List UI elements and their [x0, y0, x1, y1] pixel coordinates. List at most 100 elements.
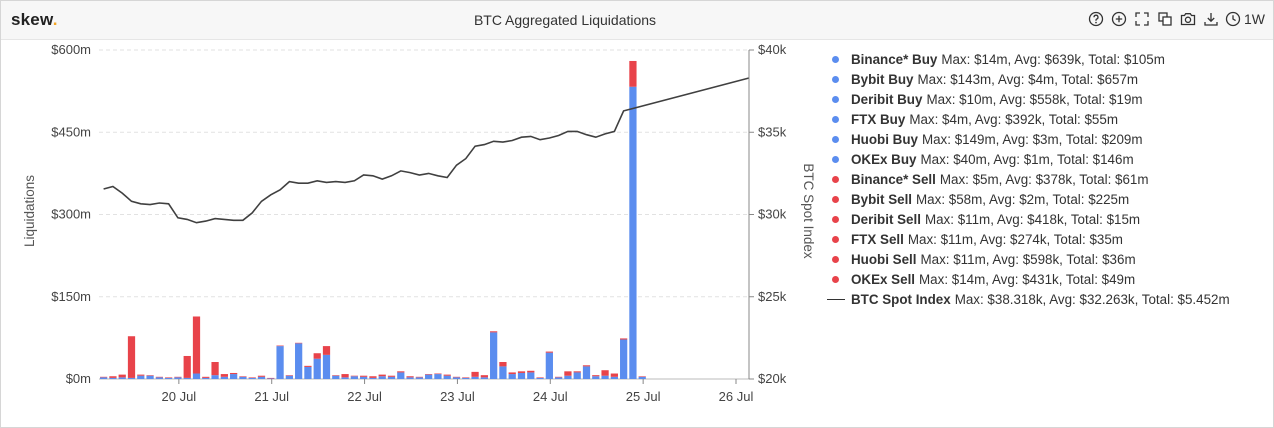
y2-tick-label: $25k [758, 289, 787, 304]
legend: Binance* Buy Max: $14m, Avg: $639k, Total… [827, 49, 1267, 309]
legend-series-name: Binance* Buy [851, 51, 938, 67]
bar-buy [146, 375, 154, 379]
legend-item[interactable]: Binance* Buy Max: $14m, Avg: $639k, Total… [827, 49, 1267, 69]
bar-buy [350, 376, 358, 379]
bar-sell [313, 353, 321, 359]
bar-buy [555, 377, 563, 379]
bar-buy [610, 376, 618, 379]
y-axis-left: $0m $150m $300m $450m $600m [51, 42, 91, 386]
bar-buy [304, 366, 312, 379]
bar-buy [517, 372, 526, 379]
bar-buy [230, 374, 238, 379]
legend-series-name: Huobi Sell [851, 251, 917, 267]
bar-sell [471, 371, 479, 377]
legend-series-stats: Max: $10m, Avg: $558k, Total: $19m [926, 91, 1143, 107]
bar-sell [369, 376, 377, 378]
bar-buy [127, 377, 136, 379]
legend-series-name: Binance* Sell [851, 171, 936, 187]
bar-sell [285, 375, 293, 376]
legend-series-name: Bybit Buy [851, 71, 914, 87]
legend-swatch [832, 75, 839, 83]
zoom-in-icon[interactable] [1110, 10, 1127, 27]
bar-sell [165, 377, 173, 378]
help-icon[interactable] [1087, 10, 1104, 27]
bar-sell [295, 342, 303, 344]
legend-item[interactable]: Huobi Sell Max: $11m, Avg: $598k, Total: … [827, 249, 1267, 269]
legend-series-name: OKEx Sell [851, 271, 916, 287]
bar-buy [257, 376, 266, 379]
bar-sell [462, 377, 470, 378]
bar-sell [434, 373, 442, 375]
legend-item[interactable]: OKEx Buy Max: $40m, Avg: $1m, Total: $146… [827, 149, 1267, 169]
legend-item[interactable]: FTX Sell Max: $11m, Avg: $274k, Total: $3… [827, 229, 1267, 249]
y-tick-label: $150m [51, 289, 91, 304]
fullscreen-icon[interactable] [1133, 10, 1150, 27]
bar-sell [564, 371, 572, 376]
bar-buy [165, 377, 173, 379]
legend-item[interactable]: Bybit Sell Max: $58m, Avg: $2m, Total: $2… [827, 189, 1267, 209]
bar-sell [555, 376, 563, 378]
bar-buy [313, 358, 321, 379]
bar-sell [601, 370, 609, 376]
legend-item[interactable]: Bybit Buy Max: $143m, Avg: $4m, Total: $6… [827, 69, 1267, 89]
legend-swatch [832, 235, 839, 243]
bar-sell [378, 374, 386, 377]
legend-series-name: BTC Spot Index [851, 291, 951, 307]
bar-sell [620, 338, 628, 340]
bar-buy [406, 377, 414, 379]
bar-sell [350, 375, 358, 377]
legend-series-name: Deribit Buy [851, 91, 923, 107]
bar-sell [109, 376, 117, 378]
x-tick-label: 21 Jul [254, 389, 289, 404]
legend-series-stats: Max: $11m, Avg: $274k, Total: $35m [907, 231, 1123, 247]
bar-sell [415, 376, 423, 378]
bar-sell [174, 376, 182, 378]
bar-buy [490, 332, 498, 379]
legend-item[interactable]: Huobi Buy Max: $149m, Avg: $3m, Total: $2… [827, 129, 1267, 149]
legend-swatch [832, 175, 839, 183]
period-selector[interactable]: 1W [1225, 11, 1265, 27]
legend-item[interactable]: Deribit Buy Max: $10m, Avg: $558k, Total:… [827, 89, 1267, 109]
bar-sell [536, 377, 544, 378]
legend-item[interactable]: Deribit Sell Max: $11m, Avg: $418k, Total… [827, 209, 1267, 229]
bar-sell [397, 371, 405, 373]
bar-buy [276, 346, 284, 379]
bar-sell [638, 376, 646, 377]
bar-buy [397, 372, 405, 379]
bar-sell [192, 316, 201, 374]
bar-sell [610, 373, 618, 377]
legend-series-stats: Max: $14m, Avg: $431k, Total: $49m [919, 271, 1136, 287]
bar-sell [527, 370, 535, 373]
camera-icon[interactable] [1179, 10, 1196, 27]
bar-sell [248, 377, 256, 378]
legend-swatch [832, 195, 839, 203]
copy-icon[interactable] [1156, 10, 1173, 27]
legend-series-stats: Max: $14m, Avg: $639k, Total: $105m [941, 51, 1165, 67]
bar-sell [137, 374, 145, 376]
bar-sell [276, 345, 284, 347]
download-icon[interactable] [1202, 10, 1219, 27]
legend-item[interactable]: OKEx Sell Max: $14m, Avg: $431k, Total: $… [827, 269, 1267, 289]
bar-sell [322, 346, 331, 355]
bar-sell [304, 365, 312, 367]
bar-buy [211, 375, 219, 379]
legend-item[interactable]: FTX Buy Max: $4m, Avg: $392k, Total: $55m [827, 109, 1267, 129]
legend-swatch [832, 135, 839, 143]
legend-series-stats: Max: $40m, Avg: $1m, Total: $146m [920, 151, 1134, 167]
panel-header: skew. BTC Aggregated Liquidations [1, 1, 1273, 40]
bar-buy [387, 376, 396, 379]
bar-buy [248, 377, 256, 379]
bar-sell [127, 336, 136, 378]
bar-sell [452, 376, 461, 378]
bar-buy [573, 372, 581, 379]
legend-series-stats: Max: $58m, Avg: $2m, Total: $225m [916, 191, 1130, 207]
legend-item[interactable]: Binance* Sell Max: $5m, Avg: $378k, Total… [827, 169, 1267, 189]
bars [100, 60, 646, 379]
bar-buy [369, 377, 377, 379]
bar-sell [508, 372, 516, 375]
bar-buy [183, 377, 191, 379]
bar-buy [341, 377, 349, 379]
legend-series-stats: Max: $5m, Avg: $378k, Total: $61m [939, 171, 1149, 187]
legend-item[interactable]: BTC Spot Index Max: $38.318k, Avg: $32.26… [827, 289, 1267, 309]
period-label: 1W [1244, 10, 1265, 27]
